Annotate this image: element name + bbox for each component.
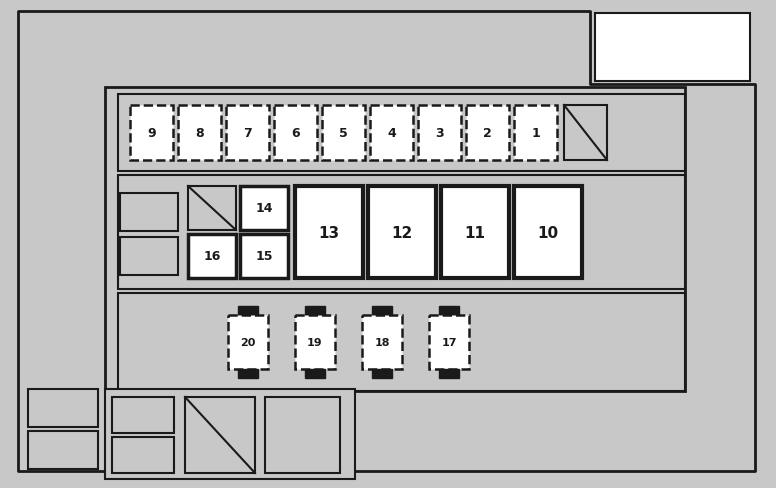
Text: 18: 18 — [374, 337, 390, 347]
Text: 19: 19 — [307, 337, 323, 347]
Text: 15: 15 — [255, 250, 272, 263]
Bar — [305, 306, 325, 316]
Bar — [274, 106, 317, 161]
Text: 12: 12 — [391, 225, 413, 240]
Text: 5: 5 — [339, 127, 348, 140]
Bar — [178, 106, 221, 161]
Bar — [370, 106, 413, 161]
Bar — [118, 95, 685, 172]
Bar — [120, 194, 178, 231]
Bar — [441, 186, 509, 279]
Bar — [418, 106, 461, 161]
Bar — [185, 397, 255, 473]
Bar — [514, 106, 557, 161]
Text: 4: 4 — [387, 127, 396, 140]
Bar — [439, 306, 459, 316]
Bar — [595, 14, 750, 82]
Text: 20: 20 — [241, 337, 255, 347]
Bar — [439, 369, 459, 378]
Text: 11: 11 — [465, 225, 486, 240]
Text: 8: 8 — [196, 127, 204, 140]
Bar — [118, 293, 685, 391]
Text: 7: 7 — [243, 127, 252, 140]
Bar — [564, 106, 607, 161]
Bar — [368, 186, 436, 279]
Bar — [322, 106, 365, 161]
Bar — [120, 238, 178, 275]
Bar — [466, 106, 509, 161]
Bar — [429, 316, 469, 369]
Text: 14: 14 — [255, 202, 272, 215]
Bar — [112, 437, 174, 473]
Text: 16: 16 — [203, 250, 220, 263]
Text: 2: 2 — [483, 127, 492, 140]
Bar — [240, 235, 288, 279]
Text: 6: 6 — [291, 127, 300, 140]
Bar — [295, 186, 363, 279]
Bar — [514, 186, 582, 279]
Bar — [238, 369, 258, 378]
Text: 13: 13 — [318, 225, 340, 240]
Bar — [130, 106, 173, 161]
Bar — [28, 389, 98, 427]
Bar — [112, 397, 174, 433]
Text: 9: 9 — [147, 127, 156, 140]
Bar — [118, 176, 685, 289]
Bar — [372, 369, 392, 378]
Bar — [28, 431, 98, 469]
Bar — [238, 306, 258, 316]
Polygon shape — [18, 12, 755, 471]
Bar — [295, 316, 335, 369]
Bar — [105, 389, 355, 479]
Bar — [188, 235, 236, 279]
Bar — [226, 106, 269, 161]
Bar — [305, 369, 325, 378]
Bar — [105, 88, 685, 391]
Bar — [240, 186, 288, 230]
Bar — [188, 186, 236, 230]
Bar — [228, 316, 268, 369]
Text: 3: 3 — [435, 127, 444, 140]
Bar — [372, 306, 392, 316]
Bar — [362, 316, 402, 369]
Text: 1: 1 — [531, 127, 540, 140]
Text: 17: 17 — [442, 337, 457, 347]
Text: 10: 10 — [538, 225, 559, 240]
Bar — [265, 397, 340, 473]
